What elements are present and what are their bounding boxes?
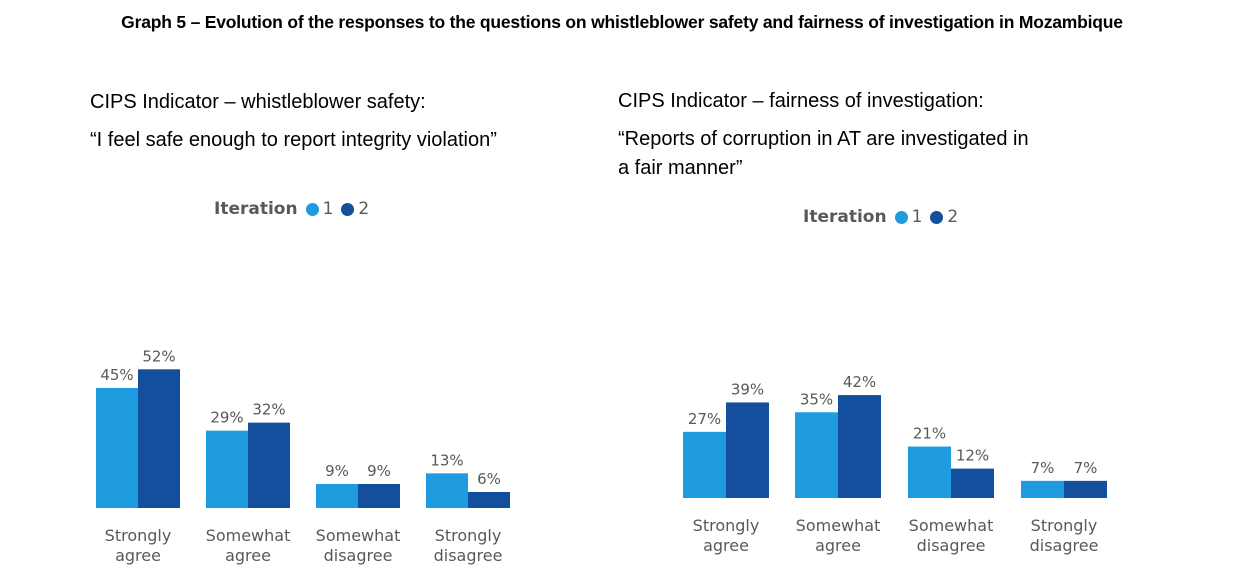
right-bar-iteration-1-3: [1021, 480, 1064, 498]
left-bar-iteration-1-0: [96, 387, 138, 508]
right-chart-legend: Iteration 1 2: [803, 207, 966, 227]
left-category-label-0: Strongly agree: [105, 526, 172, 565]
left-indicator-label: CIPS Indicator – whistleblower safety:: [90, 91, 426, 113]
legend-label-iteration-2: 2: [947, 207, 959, 227]
left-data-label-iteration-1-0: 45%: [100, 366, 133, 384]
right-question-quote: “Reports of corruption in AT are investi…: [618, 128, 1029, 179]
legend-label-iteration-1: 1: [322, 199, 334, 219]
right-panel-text: CIPS Indicator – fairness of investigati…: [618, 87, 1038, 183]
right-bar-iteration-1-0: [683, 431, 726, 498]
legend-label-iteration-1: 1: [911, 207, 923, 227]
left-bar-iteration-1-3: [426, 473, 468, 508]
right-category-label-2: Somewhat disagree: [909, 516, 994, 555]
left-data-label-iteration-1-3: 13%: [430, 451, 463, 469]
left-data-label-iteration-2-1: 32%: [252, 401, 285, 419]
legend-marker-iteration-2: [930, 210, 944, 224]
left-data-label-iteration-1-1: 29%: [210, 409, 243, 427]
graph-title: Graph 5 – Evolution of the responses to …: [121, 12, 1123, 32]
left-bar-iteration-2-1: [248, 422, 290, 508]
left-chart-legend: Iteration 1 2: [214, 199, 377, 219]
right-indicator-label: CIPS Indicator – fairness of investigati…: [618, 90, 984, 112]
left-bar-iteration-1-1: [206, 430, 248, 508]
left-bar-iteration-2-3: [468, 491, 510, 508]
right-bar-iteration-2-1: [838, 395, 881, 498]
legend-marker-iteration-1: [894, 210, 908, 224]
left-data-label-iteration-2-0: 52%: [142, 347, 175, 365]
right-bar-iteration-2-3: [1064, 480, 1107, 498]
legend-label-iteration-2: 2: [358, 199, 370, 219]
left-category-label-1: Somewhat agree: [206, 526, 291, 565]
left-data-label-iteration-2-3: 6%: [477, 470, 501, 488]
left-data-label-iteration-1-2: 9%: [325, 462, 349, 480]
right-category-label-1: Somewhat agree: [796, 516, 881, 555]
left-category-label-2: Somewhat disagree: [316, 526, 401, 565]
right-data-label-iteration-2-0: 39%: [731, 380, 764, 398]
right-data-label-iteration-2-1: 42%: [843, 373, 876, 391]
left-bar-iteration-2-2: [358, 483, 400, 508]
right-data-label-iteration-1-2: 21%: [913, 425, 946, 443]
right-category-label-3: Strongly disagree: [1030, 516, 1099, 555]
right-category-label-0: Strongly agree: [693, 516, 760, 555]
left-panel-text: CIPS Indicator – whistleblower safety: “…: [90, 88, 510, 155]
right-bar-iteration-2-2: [951, 468, 994, 498]
right-data-label-iteration-1-0: 27%: [688, 410, 721, 428]
right-data-label-iteration-1-3: 7%: [1031, 459, 1055, 477]
left-question-quote: “I feel safe enough to report integrity …: [90, 129, 497, 151]
left-bar-iteration-1-2: [316, 483, 358, 508]
right-data-label-iteration-1-1: 35%: [800, 390, 833, 408]
right-bar-iteration-1-1: [795, 412, 838, 498]
right-bar-iteration-2-0: [726, 402, 769, 498]
right-data-label-iteration-2-2: 12%: [956, 447, 989, 465]
legend-marker-iteration-2: [341, 202, 355, 216]
right-data-label-iteration-2-3: 7%: [1074, 459, 1098, 477]
left-data-label-iteration-2-2: 9%: [367, 462, 391, 480]
legend-title: Iteration: [803, 207, 887, 227]
left-category-label-3: Strongly disagree: [434, 526, 503, 565]
legend-title: Iteration: [214, 199, 298, 219]
left-bar-iteration-2-0: [138, 369, 180, 508]
legend-marker-iteration-1: [305, 202, 319, 216]
right-bar-iteration-1-2: [908, 446, 951, 498]
